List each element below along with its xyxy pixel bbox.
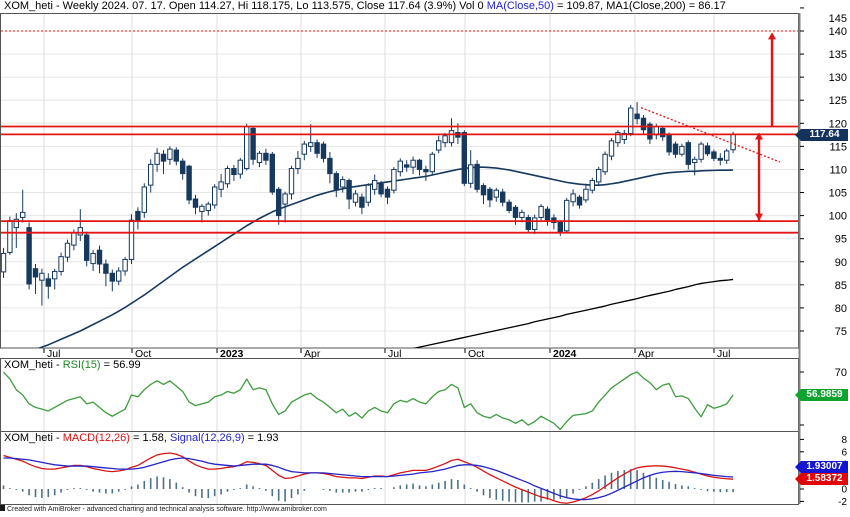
svg-text:Jul: Jul <box>47 348 60 360</box>
svg-text:Apr: Apr <box>638 348 655 360</box>
svg-text:-2: -2 <box>838 497 847 508</box>
macd-legend: MACD(12,26) <box>62 432 130 444</box>
svg-text:Jul: Jul <box>388 348 401 360</box>
svg-text:70: 70 <box>835 367 847 379</box>
rsi-value-tag: 56.9859 <box>795 389 848 401</box>
svg-text:Jul: Jul <box>717 348 730 360</box>
chart-title: XOM_heti - Weekly 2024. 07. 17. Open 114… <box>4 0 726 12</box>
svg-text:105: 105 <box>829 188 847 200</box>
svg-text:145: 145 <box>829 13 847 25</box>
svg-text:135: 135 <box>829 49 847 61</box>
svg-text:6: 6 <box>841 447 847 458</box>
svg-text:110: 110 <box>829 164 847 176</box>
svg-text:Oct: Oct <box>135 348 151 360</box>
rsi-title: XOM_heti - RSI(15) = 56.99 <box>4 359 141 371</box>
svg-text:115: 115 <box>829 141 847 153</box>
footer-credit: Created with AmiBroker - advanced charti… <box>7 506 327 513</box>
svg-text:Oct: Oct <box>468 348 484 360</box>
macd-value-tag: 1.58372 <box>795 473 848 485</box>
svg-text:Apr: Apr <box>304 348 321 360</box>
svg-text:125: 125 <box>829 95 847 107</box>
svg-text:85: 85 <box>835 280 847 292</box>
svg-text:140: 140 <box>829 26 847 38</box>
svg-text:2023: 2023 <box>220 348 244 360</box>
macd-title: XOM_heti - MACD(12,26) = 1.58, Signal(12… <box>4 432 279 444</box>
svg-text:130: 130 <box>829 72 847 84</box>
signal-value-tag: 1.93007 <box>795 461 848 473</box>
svg-text:95: 95 <box>835 234 847 246</box>
svg-text:2024: 2024 <box>553 348 577 360</box>
time-axis[interactable] <box>0 348 799 359</box>
ma50-legend: MA(Close,50) <box>486 0 554 12</box>
price-axis[interactable] <box>799 13 850 348</box>
ohlc-text: XOM_heti - Weekly 2024. 07. 17. Open 114… <box>4 0 487 12</box>
signal-legend: Signal(12,26,9) <box>170 432 245 444</box>
svg-text:0: 0 <box>841 485 847 496</box>
pane-grip <box>0 505 5 511</box>
svg-text:120: 120 <box>829 118 847 130</box>
svg-text:90: 90 <box>835 257 847 269</box>
price-pane[interactable] <box>0 13 799 348</box>
svg-text:8: 8 <box>841 435 847 446</box>
svg-text:80: 80 <box>835 303 847 315</box>
last-price-tag: 117.64 <box>795 129 848 141</box>
rsi-legend: RSI(15) <box>62 359 101 371</box>
ma200-legend: = 109.87, MA1(Close,200) = 86.17 <box>553 0 726 12</box>
svg-text:75: 75 <box>835 326 847 338</box>
svg-text:100: 100 <box>829 211 847 223</box>
